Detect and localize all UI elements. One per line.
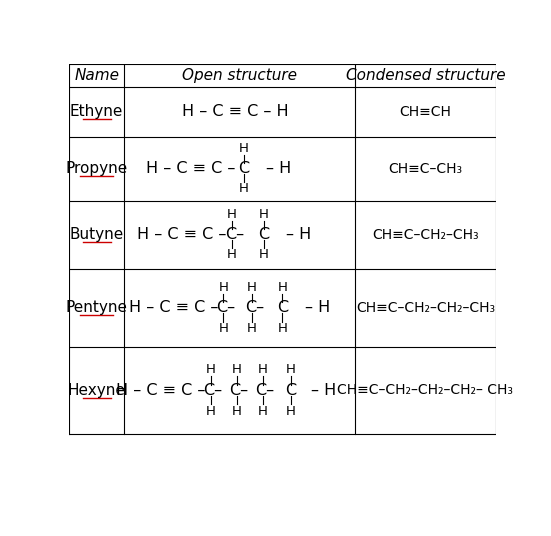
Text: C: C xyxy=(285,383,296,398)
Text: H: H xyxy=(278,322,287,335)
Text: H: H xyxy=(258,363,268,376)
Text: H – C ≡ C – H: H – C ≡ C – H xyxy=(182,105,289,120)
Text: Open structure: Open structure xyxy=(182,68,297,83)
Text: H: H xyxy=(232,363,242,376)
Text: CH≡C–CH₂–CH₂–CH₃: CH≡C–CH₂–CH₂–CH₃ xyxy=(356,301,495,315)
Text: Hexyne: Hexyne xyxy=(68,383,126,398)
Text: H: H xyxy=(239,182,249,195)
Text: H – C ≡ C –: H – C ≡ C – xyxy=(116,383,206,398)
Text: CH≡CH: CH≡CH xyxy=(399,105,451,119)
Text: H – C ≡ C –: H – C ≡ C – xyxy=(146,161,235,176)
Text: CH≡C–CH₂–CH₂–CH₂– CH₃: CH≡C–CH₂–CH₂–CH₂– CH₃ xyxy=(337,383,514,397)
Text: C–: C– xyxy=(229,383,249,398)
Text: H – C ≡ C –: H – C ≡ C – xyxy=(129,300,218,315)
Text: H: H xyxy=(247,281,257,294)
Text: H: H xyxy=(258,209,268,221)
Text: H: H xyxy=(206,363,215,376)
Text: CH≡C–CH₃: CH≡C–CH₃ xyxy=(388,161,462,175)
Text: H: H xyxy=(232,405,242,418)
Text: H: H xyxy=(219,281,229,294)
Text: C: C xyxy=(239,161,250,176)
Text: – H: – H xyxy=(311,383,337,398)
Text: H – C ≡ C –: H – C ≡ C – xyxy=(137,227,226,242)
Text: CH≡C–CH₂–CH₃: CH≡C–CH₂–CH₃ xyxy=(372,228,479,242)
Text: H: H xyxy=(258,405,268,418)
Text: Condensed structure: Condensed structure xyxy=(345,68,505,83)
Text: H: H xyxy=(227,248,237,261)
Text: Pentyne: Pentyne xyxy=(66,300,128,315)
Text: C–: C– xyxy=(203,383,223,398)
Text: H: H xyxy=(239,142,249,155)
Text: H: H xyxy=(286,363,296,376)
Text: H: H xyxy=(247,322,257,335)
Text: H: H xyxy=(286,405,296,418)
Text: H: H xyxy=(206,405,215,418)
Text: C–: C– xyxy=(255,383,274,398)
Text: H: H xyxy=(227,209,237,221)
Text: C: C xyxy=(258,227,269,242)
Text: H: H xyxy=(278,281,287,294)
Text: C–: C– xyxy=(245,300,264,315)
Text: Propyne: Propyne xyxy=(66,161,128,176)
Text: H: H xyxy=(219,322,229,335)
Text: Ethyne: Ethyne xyxy=(70,105,123,120)
Text: Butyne: Butyne xyxy=(69,227,124,242)
Text: C–: C– xyxy=(217,300,236,315)
Text: – H: – H xyxy=(286,227,311,242)
Text: C: C xyxy=(277,300,288,315)
Text: Name: Name xyxy=(74,68,119,83)
Text: H: H xyxy=(258,248,268,261)
Text: – H: – H xyxy=(266,161,291,176)
Text: – H: – H xyxy=(305,300,330,315)
Text: C–: C– xyxy=(225,227,244,242)
